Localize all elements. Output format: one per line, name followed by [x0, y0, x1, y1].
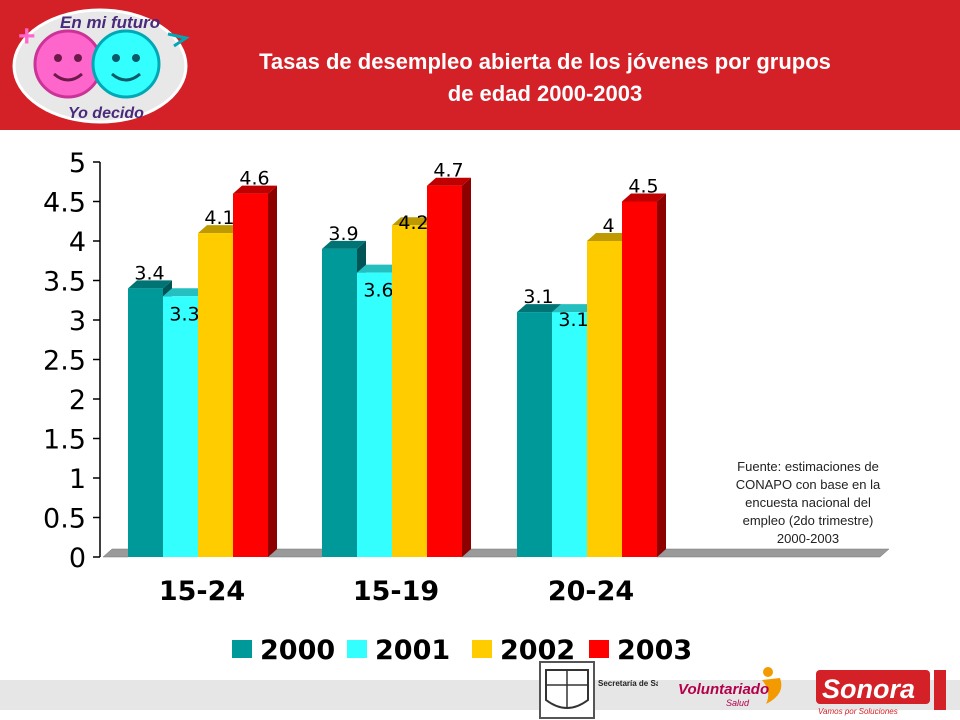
secretaria-salud-logo: Secretaría de Salud Pública [539, 661, 658, 719]
voluntariado-label: Voluntariado [678, 681, 769, 698]
source-note: Fuente: estimaciones de CONAPO con base … [735, 459, 881, 546]
legend-swatch [472, 640, 492, 658]
title-line-1: Tasas de desempleo abierta de los jóvene… [259, 49, 831, 74]
sonora-label: Sonora [822, 674, 915, 704]
floor-segment [461, 548, 527, 558]
legend-label: 2000 [260, 635, 335, 666]
bar-top-face [427, 177, 471, 186]
legend-label: 2003 [617, 635, 692, 666]
y-tick-label: 3.5 [43, 267, 86, 298]
bar-top-face [622, 193, 666, 202]
voluntariado-logo: Voluntariado Salud [678, 667, 782, 708]
bar-side-face [268, 185, 277, 557]
logo-text-bottom: Yo decido [68, 105, 144, 122]
value-label: 3.6 [363, 280, 393, 302]
x-tick-label: 15-19 [353, 576, 439, 607]
value-label: 3.1 [523, 286, 553, 308]
bar-2000-20-24 [517, 312, 552, 557]
bar-2000-15-19 [322, 248, 357, 557]
bar-top-face [517, 304, 561, 313]
legend-swatch [347, 640, 367, 658]
bar-top-face [198, 225, 242, 234]
svg-text:+: + [18, 20, 36, 53]
bar-2002-15-19 [392, 225, 427, 557]
floor-segment [656, 548, 890, 558]
bar-chart: 0 0.5 1 1.5 2 2.5 3 3.5 4 4.5 5 3.43.3 4.14.6 15-24 3.… [43, 148, 890, 666]
bar-2001-15-19 [357, 272, 392, 557]
value-label: 3.9 [328, 223, 358, 245]
bar-2002-15-24 [198, 233, 233, 557]
legend-label: 2001 [375, 635, 450, 666]
y-tick-label: 3 [69, 306, 86, 337]
bar-2003-20-24 [622, 201, 657, 557]
x-tick-label: 20-24 [548, 576, 634, 607]
bar-top-face [357, 264, 401, 273]
value-label: 4.6 [239, 168, 269, 190]
bar-top-face [392, 217, 436, 226]
bar-2000-15-24 [128, 288, 163, 557]
y-tick-label: 2 [69, 385, 86, 416]
sonora-logo: Sonora Vamos por Soluciones [816, 670, 946, 716]
y-tick-label: 2.5 [43, 346, 86, 377]
value-label: 3.1 [558, 309, 588, 331]
voluntariado-sub-label: Salud [726, 698, 750, 708]
bar-top-face [163, 288, 207, 297]
y-tick-label: 0.5 [43, 504, 86, 535]
y-tick-label: 1 [69, 464, 86, 495]
y-tick-label: 4.5 [43, 188, 86, 219]
bar-top-face [233, 185, 277, 194]
y-tick-label: 1.5 [43, 425, 86, 456]
value-label: 4.2 [398, 212, 428, 234]
value-label: 3.3 [169, 303, 199, 325]
secretaria-label: Secretaría de Salud Pública [598, 679, 658, 688]
en-mi-futuro-logo: + En mi futuro Yo decido [12, 8, 190, 124]
bar-2003-15-19 [427, 185, 462, 557]
value-label: 4 [602, 215, 614, 237]
bar-2002-20-24 [587, 241, 622, 557]
bar-top-face [587, 233, 631, 241]
title-line-2: de edad 2000-2003 [447, 81, 643, 106]
value-label: 3.4 [134, 262, 164, 284]
value-label: 4.1 [204, 207, 234, 229]
legend-swatch [589, 640, 609, 658]
footer-band [0, 680, 960, 710]
logo-text-top: En mi futuro [60, 13, 160, 32]
bar-top-face [322, 240, 366, 249]
value-label: 4.5 [628, 176, 658, 198]
page-title: Tasas de desempleo abierta de los jóvene… [180, 46, 910, 110]
bar-side-face [657, 193, 666, 557]
bar-side-face [462, 177, 471, 557]
sonora-tagline: Vamos por Soluciones [818, 707, 898, 716]
y-tick-label: 5 [69, 148, 86, 179]
value-label: 4.7 [433, 160, 463, 182]
legend-swatch [232, 640, 252, 658]
y-tick-label: 0 [69, 543, 86, 574]
legend-label: 2002 [500, 635, 575, 666]
y-tick-label: 4 [69, 227, 86, 258]
bar-2001-15-24 [163, 296, 198, 557]
bar-top-face [128, 280, 172, 289]
x-tick-label: 15-24 [159, 576, 245, 607]
floor-segment [267, 548, 332, 558]
bar-2003-15-24 [233, 193, 268, 557]
bar-2001-20-24 [552, 312, 587, 557]
bar-top-face [552, 304, 596, 313]
